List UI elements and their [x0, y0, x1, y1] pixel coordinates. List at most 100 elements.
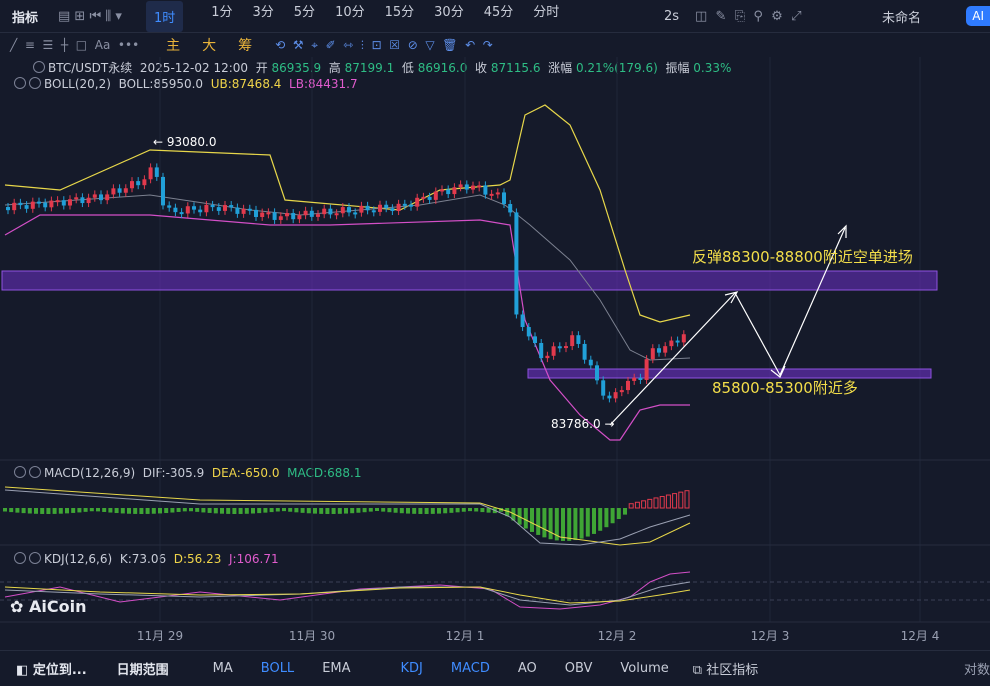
kdj-k — [4, 581, 691, 606]
candle-body — [576, 335, 581, 344]
macd-bar — [437, 508, 441, 514]
macd-bar — [158, 508, 162, 514]
macd-bar — [232, 508, 237, 514]
candle-body — [440, 189, 444, 192]
label: 低 — [401, 61, 414, 75]
macd-bar — [58, 508, 63, 514]
low-label: 83786.0 → — [551, 417, 615, 431]
top-toolbar: 指标 ▤ ⊞ ⏮ ⫼ ▾ 1时 1分 3分 5分 10分 15分 30分 45分 分时 2s ◫… — [0, 0, 990, 33]
interval-button[interactable]: 分时 — [533, 4, 560, 20]
candle-body — [570, 335, 575, 347]
community-button[interactable]: ⧉ 社区指标 — [692, 663, 759, 678]
macd-name: MACD(12,26,9) — [44, 466, 136, 480]
interval-button[interactable]: 3分 — [252, 4, 274, 20]
kdj-info: KDJ(12,6,6) K:73.06 D:56.23 J:106.71 — [14, 552, 279, 566]
candle-body — [557, 346, 562, 349]
macd-bar — [356, 508, 361, 513]
macd-bar — [120, 508, 125, 514]
candle-body — [43, 202, 48, 208]
candle-body — [359, 205, 364, 213]
layout-name[interactable]: 未命名 — [882, 10, 922, 26]
bottom-toolbar: ◧ 定位到... 日期范围 MA BOLL EMA KDJ MACD AO OBV Volum… — [0, 650, 990, 686]
indicator-button[interactable]: OBV — [564, 661, 593, 676]
date-range-button[interactable]: 日期范围 — [116, 663, 169, 678]
candle-body — [303, 210, 308, 216]
refresh-rate[interactable]: 2s — [664, 8, 680, 24]
candle-body — [464, 184, 469, 190]
indicator-button[interactable]: BOLL — [260, 661, 295, 676]
macd-bar — [523, 508, 528, 529]
candle-body — [204, 204, 209, 213]
draw-icons: ⟲ ⚒ ⌖ ✐ ⇿ ⫶ ⊡ ☒ ⊘ ▽ 🗑 ↶ ↷ — [275, 37, 493, 52]
indicator-button[interactable]: 指标 — [12, 10, 39, 26]
x-axis-label: 11月 29 — [137, 629, 183, 643]
macd-bar — [474, 508, 479, 512]
indicator-button[interactable]: MACD — [450, 661, 490, 676]
main-tool[interactable]: 筹 — [238, 38, 253, 54]
interval-button[interactable]: 15分 — [384, 4, 415, 20]
candle-body — [409, 204, 413, 207]
locate-button[interactable]: ◧ 定位到... — [16, 663, 87, 678]
interval-button[interactable]: 1时 — [145, 0, 184, 32]
macd-bar — [623, 508, 627, 515]
candle-body — [402, 203, 407, 206]
macd-bar — [412, 508, 417, 514]
macd-bar — [139, 508, 144, 514]
macd-bar — [449, 508, 454, 513]
macd-bar — [443, 508, 448, 514]
log-button[interactable]: 对数 — [963, 663, 990, 678]
candle-body — [229, 205, 234, 208]
candle-body — [632, 377, 637, 381]
macd-bar — [362, 508, 367, 513]
x-axis-label: 12月 1 — [446, 629, 485, 643]
long-zone-label: 85800-85300附近多 — [712, 379, 858, 397]
candle-body — [446, 189, 451, 195]
interval-button[interactable]: 45分 — [483, 4, 514, 20]
main-tool[interactable]: 主 — [166, 38, 181, 54]
candle-body — [489, 193, 494, 196]
indicator-button[interactable]: MA — [212, 661, 233, 676]
candle-body — [68, 199, 72, 206]
candle-body — [130, 181, 134, 189]
candle-body — [328, 208, 333, 215]
candle-body — [117, 188, 122, 193]
candle-body — [483, 185, 488, 195]
indicator-button[interactable]: KDJ — [400, 661, 423, 676]
indicator-button[interactable]: EMA — [322, 661, 351, 676]
candle-body — [241, 208, 246, 214]
label: 涨幅 — [548, 61, 573, 75]
macd-bar — [579, 508, 584, 539]
macd-bar — [480, 508, 485, 513]
macd-dea — [4, 486, 691, 546]
candle-body — [297, 215, 302, 220]
candle-body — [12, 202, 17, 211]
macd-bar — [251, 508, 255, 514]
macd-bar — [647, 498, 653, 509]
interval-button[interactable]: 10分 — [335, 4, 365, 20]
macd-bar — [610, 508, 615, 524]
interval-button[interactable]: 30分 — [434, 4, 464, 20]
candle-body — [254, 209, 258, 217]
candle-body — [185, 206, 190, 214]
macd-bar — [244, 508, 249, 514]
candle-body — [6, 207, 10, 211]
macd-bar — [27, 508, 32, 514]
candle-body — [340, 207, 345, 214]
candle-body — [588, 359, 593, 366]
logo-text: AiCoin — [29, 597, 86, 616]
macd-bar — [226, 508, 231, 514]
macd-dea: DEA:-650.0 — [211, 466, 280, 480]
interval-button[interactable]: 5分 — [293, 4, 316, 20]
candle-body — [111, 188, 116, 195]
macd-bar — [418, 508, 423, 514]
candle-body — [105, 194, 110, 201]
indicator-button[interactable]: AO — [517, 661, 537, 676]
macd-bar — [275, 508, 280, 512]
indicator-button[interactable]: Volume — [620, 661, 669, 676]
main-tool[interactable]: 大 — [202, 38, 217, 54]
candle-body — [316, 214, 320, 217]
interval-button[interactable]: 1分 — [211, 4, 233, 20]
ai-button[interactable]: AI — [966, 6, 990, 26]
candle-body — [334, 213, 339, 216]
candle-body — [80, 197, 85, 204]
